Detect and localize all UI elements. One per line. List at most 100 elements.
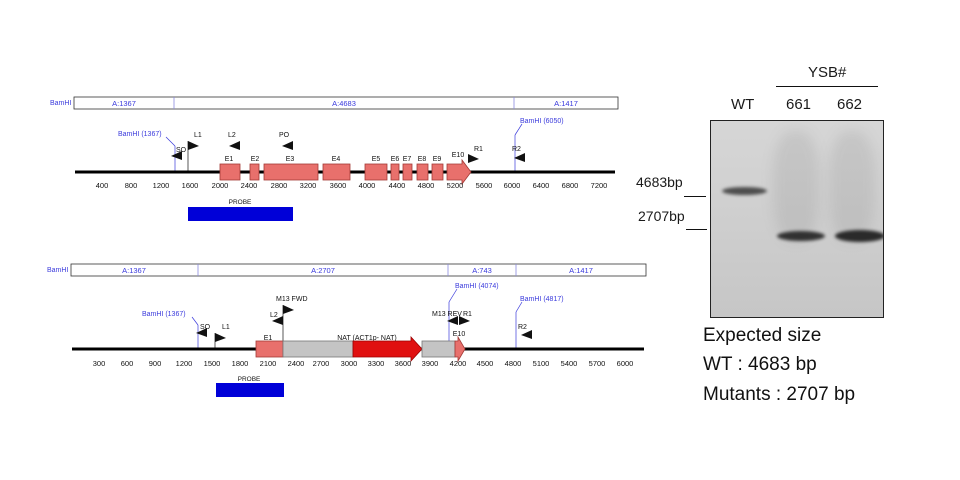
southern-blot-image xyxy=(710,120,884,318)
ruler: 400 800 1200 1600 2000 2400 2800 3200 36… xyxy=(96,181,608,190)
primer-label: L2 xyxy=(270,312,278,319)
primer-arrow-icon xyxy=(282,141,293,150)
ruler-tick: 4000 xyxy=(359,181,376,190)
ruler-tick: 2800 xyxy=(271,181,288,190)
ruler-tick: 5400 xyxy=(561,359,578,368)
exon-block xyxy=(255,340,284,358)
ruler-tick: 4800 xyxy=(505,359,522,368)
ruler-tick: 5100 xyxy=(533,359,550,368)
exon-block xyxy=(402,163,413,181)
nat-arrow-icon xyxy=(352,335,423,363)
expected-wt: WT : 4683 bp xyxy=(703,354,817,375)
primer-arrow-icon xyxy=(272,316,283,325)
exon-label: E10 xyxy=(453,331,466,338)
primer-label: R1 xyxy=(474,146,483,153)
ruler-tick: 2100 xyxy=(260,359,277,368)
group-label: YSB# xyxy=(808,64,847,81)
marker-tick xyxy=(686,229,707,230)
ruler-tick: 2400 xyxy=(241,181,258,190)
ruler-tick: 5700 xyxy=(589,359,606,368)
exon-blocks xyxy=(219,158,472,186)
primer-label: R1 xyxy=(463,311,472,318)
segment-label: A:1367 xyxy=(112,99,136,108)
probe-bar xyxy=(216,383,284,397)
segment-label: A:2707 xyxy=(311,266,335,275)
band-wt xyxy=(722,187,767,195)
primer-arrow-icon xyxy=(447,316,458,325)
ruler-tick: 1500 xyxy=(204,359,221,368)
segment-label: A:1417 xyxy=(569,266,593,275)
expected-mutants: Mutants : 2707 bp xyxy=(703,384,856,405)
primer-label: SO xyxy=(200,324,211,331)
ruler-tick: 3900 xyxy=(422,359,439,368)
band-662 xyxy=(835,230,883,242)
ruler-tick: 2700 xyxy=(313,359,330,368)
ruler-tick: 400 xyxy=(96,181,109,190)
primer-label: R2 xyxy=(518,324,527,331)
ruler-tick: 6400 xyxy=(533,181,550,190)
ruler-tick: 1600 xyxy=(182,181,199,190)
ruler-tick: 1200 xyxy=(153,181,170,190)
primer-label: L1 xyxy=(194,132,202,139)
primer-label: PO xyxy=(279,132,290,139)
exon-block xyxy=(219,163,241,181)
primer-arrow-icon xyxy=(283,305,294,314)
segment-bar xyxy=(70,263,647,277)
marker-label-4683: 4683bp xyxy=(636,174,683,190)
ruler: 300 600 900 1200 1500 1800 2100 2400 270… xyxy=(93,359,634,368)
segment-label: A:1417 xyxy=(554,99,578,108)
exon-label: E6 xyxy=(391,156,400,163)
marker-tick xyxy=(684,196,706,197)
ruler-tick: 6000 xyxy=(617,359,634,368)
primer-label: R2 xyxy=(512,146,521,153)
lane-label-wt: WT xyxy=(731,96,755,113)
probe-bar xyxy=(188,207,293,221)
ruler-tick: 3300 xyxy=(368,359,385,368)
exon-label: E3 xyxy=(286,156,295,163)
bamhi-site-label: BamHI (1367) xyxy=(118,131,162,138)
exon-block xyxy=(390,163,400,181)
exon-block xyxy=(322,163,351,181)
ruler-tick: 4500 xyxy=(477,359,494,368)
marker-label-2707: 2707bp xyxy=(638,208,685,224)
ruler-tick: 6800 xyxy=(562,181,579,190)
segment-prefix: BamHI xyxy=(47,267,68,274)
ruler-tick: 1800 xyxy=(232,359,249,368)
primer-arrow-icon xyxy=(215,333,226,342)
primer-arrow-icon xyxy=(188,141,199,150)
exon-block xyxy=(416,163,429,181)
ruler-tick: 2000 xyxy=(212,181,229,190)
primer-label: M13 REV xyxy=(432,311,462,318)
band-661 xyxy=(777,231,825,241)
exon-block xyxy=(249,163,260,181)
exon-label: E1 xyxy=(225,156,234,163)
ruler-tick: 3600 xyxy=(395,359,412,368)
exon-label: E4 xyxy=(332,156,341,163)
ruler-tick: 4800 xyxy=(418,181,435,190)
exon-label: E2 xyxy=(251,156,260,163)
cassette-block xyxy=(282,340,354,358)
primer-arrow-icon xyxy=(521,330,532,339)
probe-label: PROBE xyxy=(229,199,252,206)
ruler-tick: 3000 xyxy=(341,359,358,368)
ruler-tick: 900 xyxy=(149,359,162,368)
exon-block xyxy=(431,163,444,181)
cassette-block xyxy=(421,340,456,358)
ruler-tick: 4400 xyxy=(389,181,406,190)
exon-block xyxy=(364,163,388,181)
bamhi-site-label: BamHI (4074) xyxy=(455,283,499,290)
exon-label: E10 xyxy=(452,152,465,159)
lane-label-662: 662 xyxy=(837,96,863,113)
lane-label-661: 661 xyxy=(786,96,812,113)
exon-label: E5 xyxy=(372,156,381,163)
segment-label: A:4683 xyxy=(332,99,356,108)
segment-prefix: BamHI xyxy=(50,100,71,107)
bamhi-site-label: BamHI (1367) xyxy=(142,311,186,318)
primer-label: L1 xyxy=(222,324,230,331)
group-underline xyxy=(776,86,878,87)
probe-label: PROBE xyxy=(238,376,261,383)
ruler-tick: 600 xyxy=(121,359,134,368)
primer-arrow-icon xyxy=(171,151,182,160)
expected-title: Expected size xyxy=(703,325,822,346)
